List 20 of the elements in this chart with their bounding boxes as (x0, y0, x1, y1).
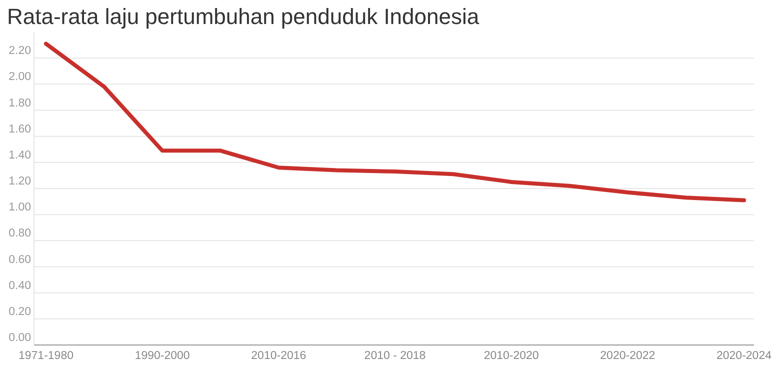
y-tick-label: 0.60 (8, 254, 31, 266)
y-tick-label: 1.00 (8, 202, 31, 214)
y-tick-label: 1.60 (8, 123, 31, 136)
x-tick-label: 1971-1980 (18, 350, 74, 362)
y-tick-label: 0.00 (8, 332, 31, 344)
y-tick-label: 0.80 (8, 228, 31, 240)
x-tick-label: 2010 - 2018 (364, 350, 426, 362)
x-tick-label: 1990-2000 (134, 350, 190, 362)
chart-title: Rata-rata laju pertumbuhan penduduk Indonesia (7, 4, 480, 29)
y-tick-label: 2.00 (8, 71, 31, 84)
y-tick-label: 2.20 (8, 45, 31, 58)
x-tick-label: 2020-2022 (600, 350, 656, 362)
x-tick-label: 2020-2024 (716, 350, 772, 362)
y-tick-label: 1.40 (8, 149, 31, 162)
y-tick-label: 1.20 (8, 176, 31, 188)
y-tick-label: 1.80 (8, 97, 31, 110)
y-tick-label: 0.20 (8, 306, 31, 318)
x-tick-label: 2010-2016 (251, 350, 306, 362)
y-tick-label: 0.40 (8, 280, 31, 292)
x-tick-label: 2010-2020 (484, 350, 539, 362)
